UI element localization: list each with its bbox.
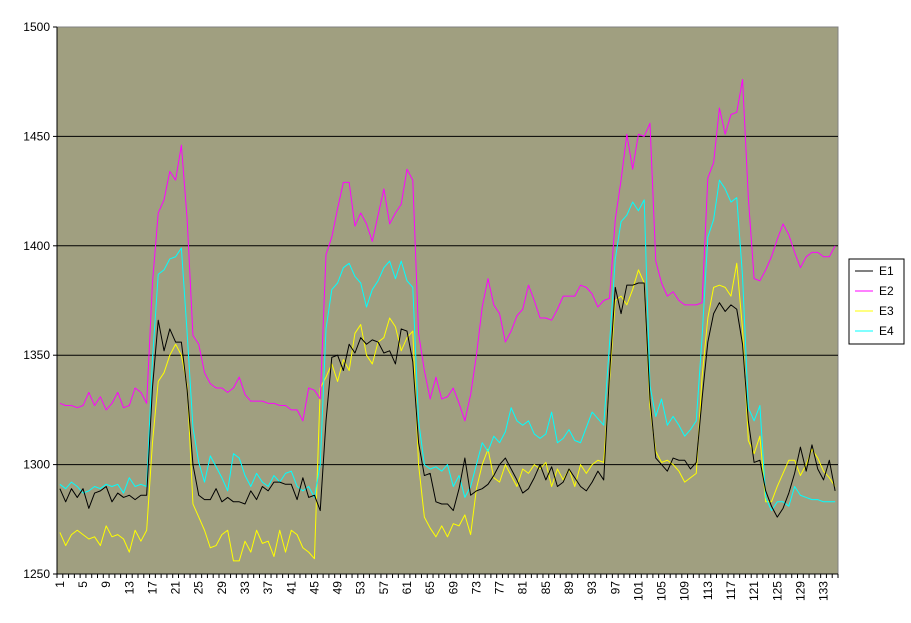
x-tick-label: 29 xyxy=(215,581,229,595)
x-tick-label: 85 xyxy=(539,581,553,595)
x-tick-label: 49 xyxy=(331,581,345,595)
x-tick-label: 33 xyxy=(238,581,252,595)
x-axis-ticks: 1 5 9 13 17 21 25 29 33 37 41 45 49 53 57 61 65 69 73 77 81 8… xyxy=(53,574,839,601)
x-tick-label: 97 xyxy=(608,581,622,595)
x-tick-label: 21 xyxy=(169,581,183,595)
x-tick-label: 89 xyxy=(562,581,576,595)
x-tick-label: 101 xyxy=(631,581,645,601)
x-tick-label: 105 xyxy=(655,581,669,601)
x-tick-label: 37 xyxy=(261,581,275,595)
legend-label-e3: E3 xyxy=(879,304,894,318)
x-tick-label: 13 xyxy=(122,581,136,595)
x-tick-label: 61 xyxy=(400,581,414,595)
y-tick-label: 1400 xyxy=(23,239,50,253)
x-tick-label: 129 xyxy=(793,581,807,601)
x-tick-label: 109 xyxy=(678,581,692,601)
x-tick-label: 81 xyxy=(516,581,530,595)
y-tick-label: 1250 xyxy=(23,567,50,581)
plot-area xyxy=(56,26,839,575)
x-tick-label: 17 xyxy=(145,581,159,595)
axes xyxy=(56,27,838,575)
series-line-e4 xyxy=(59,179,836,512)
x-tick-label: 53 xyxy=(354,581,368,595)
series-layer xyxy=(59,79,836,562)
legend: E1 E2 E3 E4 xyxy=(848,258,905,345)
x-tick-label: 45 xyxy=(307,581,321,595)
x-tick-label: 9 xyxy=(99,581,113,588)
x-tick-label: 5 xyxy=(76,581,90,588)
x-tick-label: 41 xyxy=(284,581,298,595)
y-tick-label: 1450 xyxy=(23,129,50,143)
x-tick-label: 113 xyxy=(701,581,715,600)
x-tick-label: 121 xyxy=(747,581,761,601)
x-tick-label: 93 xyxy=(585,581,599,595)
x-tick-label: 73 xyxy=(469,581,483,595)
x-tick-label: 25 xyxy=(192,581,206,595)
x-tick-label: 133 xyxy=(817,581,831,601)
x-tick-label: 57 xyxy=(377,581,391,595)
legend-label-e1: E1 xyxy=(879,264,894,278)
legend-label-e4: E4 xyxy=(879,324,894,338)
y-axis-ticks: 1250 1300 1350 1400 1450 1500 xyxy=(23,20,57,581)
legend-box xyxy=(848,258,905,345)
y-tick-label: 1300 xyxy=(23,458,50,472)
x-tick-label: 117 xyxy=(724,581,738,600)
series-line-e1 xyxy=(59,282,836,518)
y-tick-label: 1500 xyxy=(23,20,50,34)
legend-label-e2: E2 xyxy=(879,284,894,298)
series-line-e3 xyxy=(59,262,836,562)
x-tick-label: 77 xyxy=(493,581,507,595)
x-tick-label: 69 xyxy=(446,581,460,595)
x-tick-label: 125 xyxy=(770,581,784,601)
y-tick-label: 1350 xyxy=(23,348,50,362)
series-line-e2 xyxy=(59,79,836,422)
x-tick-label: 1 xyxy=(53,581,67,588)
x-tick-label: 65 xyxy=(423,581,437,595)
